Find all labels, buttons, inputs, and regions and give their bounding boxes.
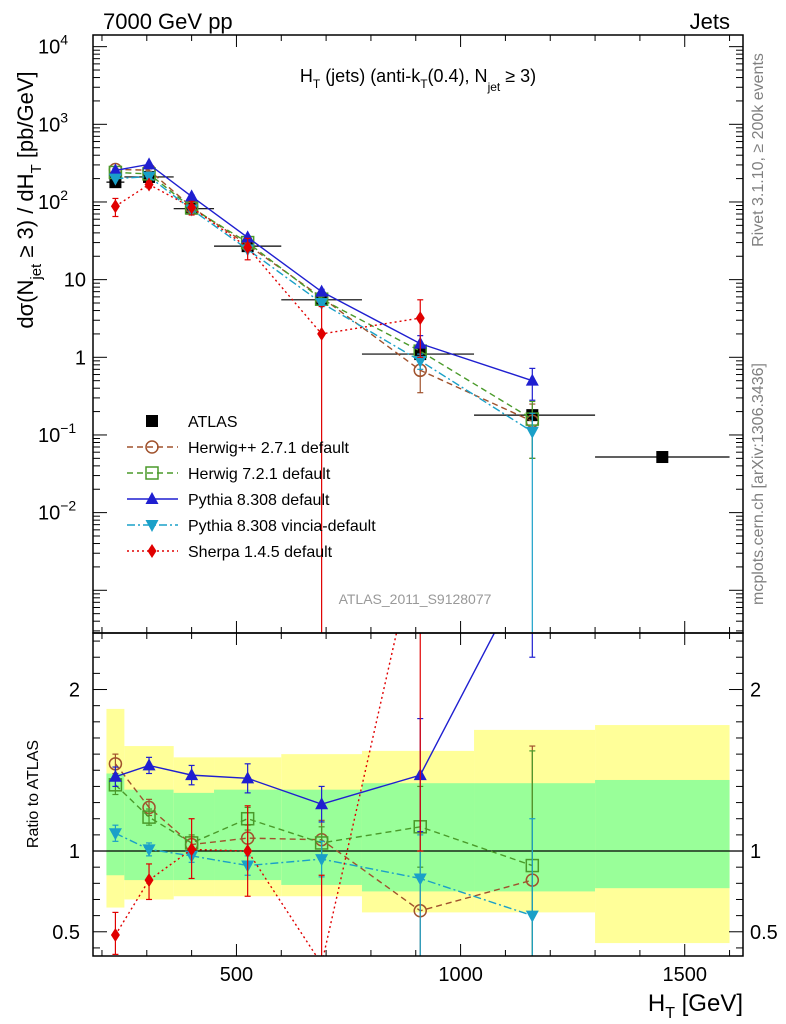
legend-marker — [147, 544, 157, 558]
data-point — [315, 284, 329, 297]
ratio-sherpa-1-4-5-default — [110, 521, 425, 971]
data-point — [315, 298, 329, 311]
ratio-point — [315, 854, 329, 867]
axes: 500 1000 1500 10−2 10−1 1 10 102 103 104 0.5 0.5 1 1 2… — [38, 32, 778, 986]
y-tick-label: 104 — [38, 32, 68, 59]
ratio-point — [142, 758, 156, 771]
header-right: Jets — [690, 9, 730, 34]
legend-label: ATLAS — [188, 414, 238, 431]
ratio-point — [142, 810, 156, 824]
ratio-y-tick-label: 0.5 — [52, 922, 80, 944]
ratio-point — [187, 842, 197, 857]
data-point — [108, 163, 122, 176]
y-tick-label: 10−1 — [38, 420, 76, 447]
legend-label: Pythia 8.308 vincia-default — [188, 518, 376, 535]
x-tick-label: 1500 — [662, 964, 707, 986]
y-tick-label: 10−2 — [38, 498, 76, 525]
y-tick-label: 102 — [38, 187, 68, 214]
data-point — [142, 157, 156, 170]
ratio-point — [144, 873, 154, 888]
ratio-y-tick-label: 1 — [69, 841, 80, 863]
ratio-pythia-8-308-vincia-default — [108, 818, 539, 956]
analysis-id: ATLAS_2011_S9128077 — [339, 591, 492, 607]
ratio-point — [110, 928, 120, 943]
legend-entry: Sherpa 1.4.5 default — [127, 544, 333, 561]
ratio-point — [416, 521, 425, 535]
ratio-point — [142, 844, 156, 857]
series-sherpa-1-4-5-default — [110, 177, 425, 633]
legend-label: Herwig++ 2.7.1 default — [188, 440, 350, 457]
inner-band-bin — [361, 783, 475, 892]
legend-marker — [145, 440, 159, 454]
legend-marker — [145, 466, 159, 480]
ratio-point — [108, 769, 122, 782]
ratio-ylabel: Ratio to ATLAS — [25, 740, 42, 848]
ratio-series — [108, 521, 540, 971]
inner-band-bin — [474, 783, 596, 892]
ratio-y-tick-label-right: 0.5 — [750, 922, 778, 944]
data-point — [656, 451, 669, 464]
rivet-label: Rivet 3.1.10, ≥ 200k events — [750, 53, 767, 247]
ratio-point — [185, 768, 199, 781]
ratio-point — [315, 797, 329, 810]
data-point — [187, 200, 197, 215]
x-axis-label: HT [GeV] — [648, 990, 743, 1022]
main-series — [106, 157, 730, 633]
series-herwig-2-7-1-default — [108, 162, 540, 459]
ratio-point — [413, 873, 427, 886]
inner-band-bin — [106, 773, 125, 876]
ratio-y-tick-label-right: 1 — [750, 841, 761, 863]
data-point — [241, 230, 255, 243]
ratio-y-tick-label-right: 2 — [750, 680, 761, 702]
inner-band-bin — [595, 779, 730, 889]
legend: ATLAS Herwig++ 2.7.1 default Herwig 7.2.1 … — [127, 414, 376, 561]
data-point — [243, 240, 253, 255]
y-tick-label: 1 — [75, 347, 86, 369]
mcplots-label: mcplots.cern.ch [arXiv:1306.3436] — [750, 363, 767, 605]
legend-entry: Pythia 8.308 vincia-default — [127, 518, 376, 535]
data-point — [144, 177, 154, 192]
ratio-y-tick-label: 2 — [69, 680, 80, 702]
ratio-point — [243, 844, 253, 859]
ratio-bands — [106, 708, 730, 944]
legend-entry: Herwig 7.2.1 default — [127, 466, 331, 483]
ratio-point — [525, 910, 539, 923]
header-left: 7000 GeV pp — [103, 9, 233, 34]
series-herwig-7-2-1-default — [108, 165, 540, 459]
data-point — [317, 326, 327, 341]
data-point — [525, 373, 539, 386]
data-point — [415, 311, 425, 326]
main-title: HT (jets) (anti-kT(0.4), Njet ≥ 3) — [300, 66, 536, 94]
legend-entry: Pythia 8.308 default — [127, 492, 330, 509]
data-point — [108, 173, 122, 186]
x-tick-label: 1000 — [438, 964, 483, 986]
ratio-point — [108, 828, 122, 841]
y-tick-label: 103 — [38, 109, 68, 136]
legend-label: Herwig 7.2.1 default — [188, 466, 331, 483]
y-tick-label: 10 — [64, 270, 86, 292]
data-point — [413, 355, 427, 368]
legend-marker — [145, 520, 159, 532]
data-point — [185, 189, 199, 202]
legend-marker — [146, 415, 158, 427]
x-tick-label: 500 — [220, 964, 253, 986]
legend-marker — [145, 492, 159, 504]
legend-entry: ATLAS — [146, 414, 238, 431]
data-point — [525, 426, 539, 439]
ratio-frame — [92, 632, 744, 957]
ratio-point — [317, 957, 326, 971]
legend-entry: Herwig++ 2.7.1 default — [127, 440, 350, 457]
legend-label: Sherpa 1.4.5 default — [188, 544, 333, 561]
data-point — [110, 199, 120, 214]
legend-label: Pythia 8.308 default — [188, 492, 330, 509]
ratio-point — [241, 771, 255, 784]
